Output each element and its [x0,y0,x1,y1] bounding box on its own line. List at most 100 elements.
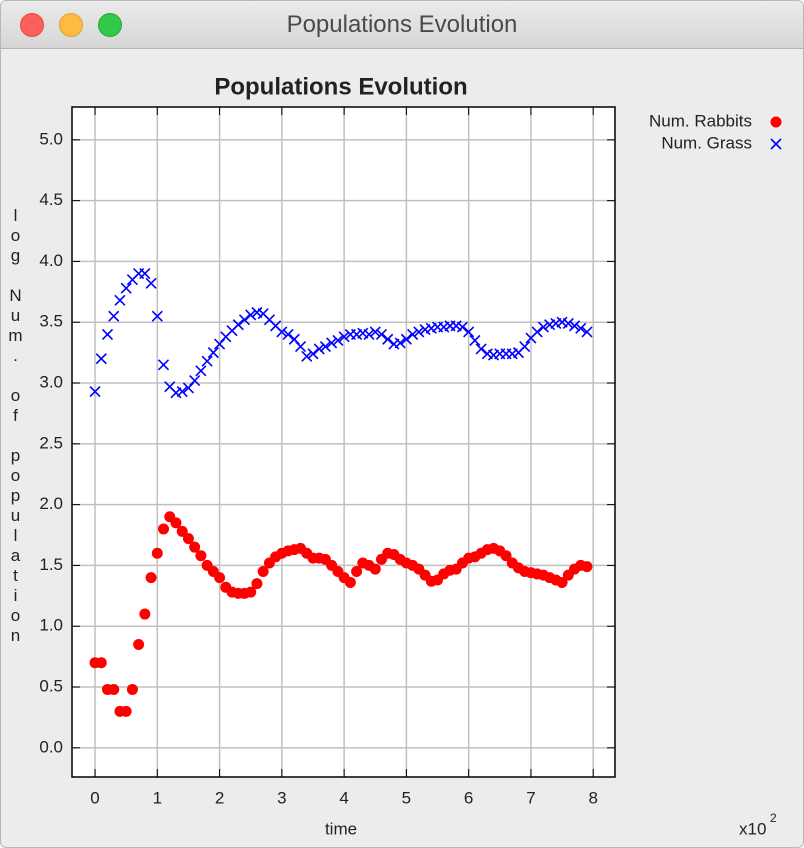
marker-stroke [400,333,412,345]
data-point [537,321,549,333]
marker-stroke [475,343,487,355]
marker-stroke [537,321,549,333]
chart-title: Populations Evolution [214,73,467,100]
y-tick-label: 1.5 [39,555,63,574]
marker-stroke [120,282,132,294]
marker-stroke [519,340,531,353]
y-tick-label: 3.5 [39,312,63,331]
data-point [301,350,313,362]
data-point [108,310,120,322]
data-point [195,550,207,562]
marker-stroke [195,365,207,377]
data-point [469,334,481,347]
data-point [257,566,269,578]
data-point [382,333,394,345]
legend-label: Num. Rabbits [649,111,752,130]
x-multiplier: x10 [739,819,766,838]
y-tick-label: 4.5 [39,190,63,209]
zoom-button[interactable] [98,13,122,37]
data-point [157,359,170,371]
data-point [133,638,145,650]
y-tick-label: 0.5 [39,677,63,696]
y-tick-label: 2.5 [39,433,63,452]
data-point [245,586,257,598]
data-point [201,355,213,367]
data-point [369,326,381,338]
data-point [375,328,388,340]
marker-stroke [282,328,294,340]
data-point [176,525,188,537]
marker-stroke [257,308,269,320]
data-point [101,328,114,340]
data-point [475,343,487,355]
data-point [319,340,332,353]
y-axis-label: log Num. of population [6,206,25,646]
plot-frame [71,106,616,778]
marker-stroke [407,328,419,340]
data-point [120,705,132,717]
marker-stroke [450,320,462,332]
title-bar: Populations Evolution [1,1,803,49]
marker-stroke [394,337,406,349]
minimize-button[interactable] [59,13,83,37]
data-point [114,294,126,306]
marker-stroke [301,350,313,362]
marker-stroke [238,314,251,326]
marker-stroke [176,385,188,398]
data-point [519,340,531,353]
data-point [151,547,163,559]
marker-stroke [89,385,101,398]
marker-stroke [568,320,581,332]
data-point [332,334,344,347]
data-point [400,333,412,345]
marker-stroke [363,328,375,340]
data-point [214,572,226,584]
legend-marker [770,138,782,150]
data-point [369,563,381,575]
marker-stroke [108,310,120,322]
y-tick-label: 5.0 [39,129,63,148]
data-point [556,576,568,588]
marker-stroke [157,359,170,371]
marker-stroke [288,333,300,345]
data-point [326,337,338,349]
marker-stroke [469,334,481,347]
marker-stroke [575,322,587,334]
marker-stroke [101,328,114,340]
data-point [531,326,543,338]
data-point [139,608,151,620]
data-point [338,331,350,343]
data-point [170,517,182,529]
window-title: Populations Evolution [286,11,518,38]
data-point [294,340,307,353]
marker-stroke [307,348,319,360]
marker-stroke [581,326,593,338]
data-point [108,683,120,695]
close-button[interactable] [20,13,44,37]
x-tick-label: 6 [464,788,473,807]
marker-stroke [382,333,394,345]
x-axis-label: time [325,819,357,838]
marker-stroke [531,326,543,338]
marker-stroke [189,375,201,387]
y-tick-label: 1.0 [39,616,63,635]
marker-stroke [263,314,275,326]
marker-stroke [770,138,782,150]
data-point [575,322,587,334]
data-point [407,328,419,340]
marker-stroke [294,340,307,353]
marker-stroke [245,309,257,321]
data-point [307,348,319,360]
data-point [145,572,157,584]
marker-stroke [319,340,332,353]
x-tick-label: 8 [588,788,597,807]
x-tick-label: 5 [402,788,411,807]
marker-stroke [413,326,425,338]
data-point [581,326,593,338]
data-point [394,337,406,349]
x-tick-label: 4 [339,788,348,807]
legend-marker [770,116,782,128]
data-point [207,347,219,359]
data-point [95,657,107,669]
